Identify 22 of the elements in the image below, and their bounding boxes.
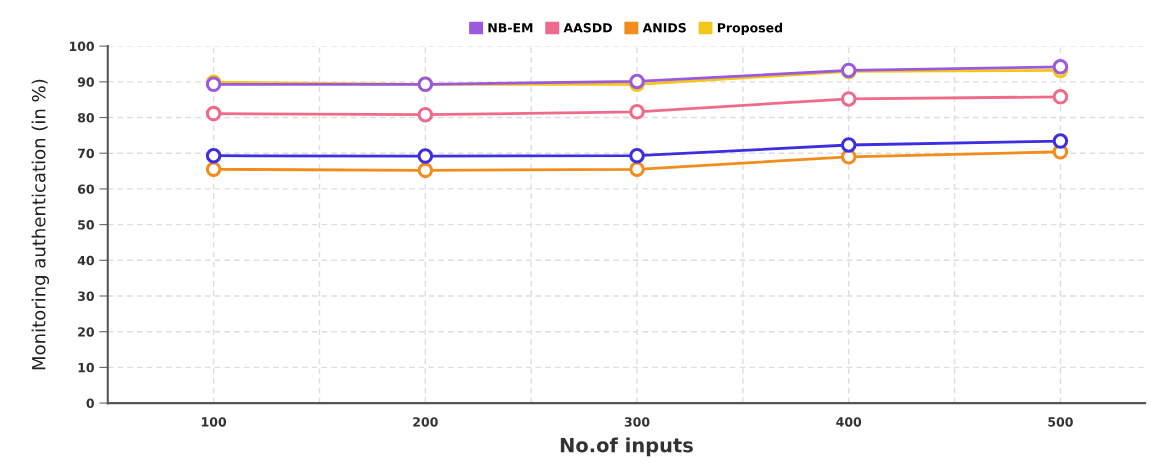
x-tick-label: 300 [624,417,650,427]
legend-label: ANIDS [642,23,686,33]
x-axis-title: No.of inputs [560,437,693,457]
y-tick-label: 0 [86,398,94,409]
y-tick-label: 10 [78,362,94,373]
y-tick-label: 90 [77,77,94,87]
x-tick-label: 100 [202,417,227,427]
y-tick-label: 70 [78,148,94,159]
x-tick-label: 200 [413,417,438,427]
y-tick-label: 20 [78,327,94,337]
y-tick-label: 60 [77,184,94,194]
x-tick-label: 400 [836,417,862,427]
legend-label: AASDD [563,23,612,33]
x-tick-label: 500 [1048,417,1073,427]
y-tick-label: 100 [69,41,94,52]
y-tick-label: 30 [78,291,94,301]
y-tick-label: 40 [77,255,94,266]
y-axis-title: Monitoring authentication (in %) [31,79,50,370]
y-tick-label: 50 [78,220,94,230]
y-tick-label: 80 [77,113,94,123]
legend-label: NB-EM [488,23,533,33]
legend-label: Proposed [717,22,783,35]
